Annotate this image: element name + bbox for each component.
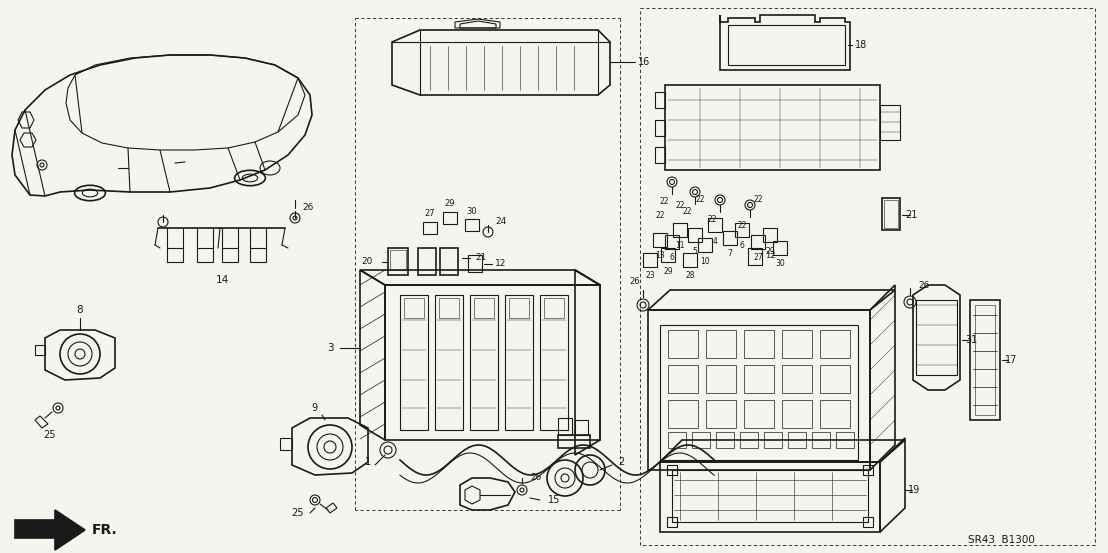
Text: 21: 21: [475, 253, 486, 263]
Text: 30: 30: [776, 259, 784, 269]
Text: 27: 27: [424, 210, 435, 218]
Text: SR43  B1300: SR43 B1300: [968, 535, 1035, 545]
Text: 17: 17: [1005, 355, 1017, 365]
Text: 6: 6: [669, 253, 675, 263]
Text: FR.: FR.: [92, 523, 117, 537]
Text: 26: 26: [530, 473, 542, 483]
Text: 22: 22: [695, 196, 705, 205]
Text: 9: 9: [311, 403, 317, 413]
Text: 22: 22: [753, 196, 762, 205]
Text: 12: 12: [495, 259, 506, 269]
Text: 29: 29: [444, 200, 455, 208]
Text: 2: 2: [618, 457, 624, 467]
Polygon shape: [16, 510, 85, 550]
Text: 25: 25: [43, 430, 57, 440]
Text: 21: 21: [905, 210, 917, 220]
Text: 24: 24: [495, 217, 506, 227]
Text: 11: 11: [675, 242, 685, 251]
Text: 12: 12: [765, 252, 776, 260]
Text: 22: 22: [707, 216, 717, 225]
Text: 22: 22: [675, 201, 685, 210]
Text: 23: 23: [645, 272, 655, 280]
Text: 3: 3: [327, 343, 334, 353]
Text: 19: 19: [907, 485, 921, 495]
Text: 26: 26: [302, 204, 314, 212]
Text: 22: 22: [655, 211, 665, 220]
Text: 7: 7: [728, 249, 732, 258]
Text: 22: 22: [659, 197, 669, 206]
Text: 16: 16: [638, 57, 650, 67]
Text: 22: 22: [683, 207, 691, 217]
Text: 29: 29: [766, 247, 774, 255]
Text: 29: 29: [664, 267, 673, 275]
Text: 1: 1: [365, 457, 371, 467]
Text: 4: 4: [712, 237, 718, 246]
Text: 20: 20: [361, 258, 373, 267]
Text: 14: 14: [215, 275, 228, 285]
Text: 30: 30: [466, 206, 478, 216]
Text: 28: 28: [685, 272, 695, 280]
Text: 5: 5: [692, 247, 697, 255]
Text: 13: 13: [655, 252, 665, 260]
Text: 26: 26: [629, 278, 640, 286]
Text: 22: 22: [737, 221, 747, 229]
Text: 26: 26: [919, 280, 930, 290]
Text: 31: 31: [965, 335, 977, 345]
Text: 15: 15: [548, 495, 561, 505]
Text: 8: 8: [76, 305, 83, 315]
Text: 10: 10: [700, 257, 710, 265]
Text: 25: 25: [291, 508, 305, 518]
Text: 18: 18: [855, 40, 868, 50]
Text: 27: 27: [753, 253, 762, 263]
Text: 6: 6: [739, 242, 745, 251]
